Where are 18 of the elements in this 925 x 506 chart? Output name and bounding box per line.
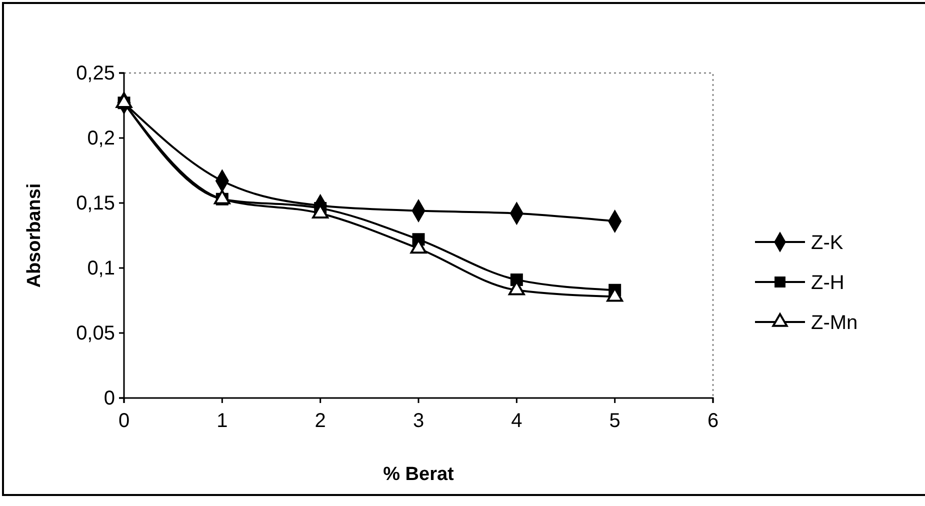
y-tick-label: 0 bbox=[104, 387, 115, 410]
x-tick-label: 4 bbox=[511, 410, 522, 432]
x-tick-label: 6 bbox=[707, 410, 719, 432]
y-tick-label: 0,05 bbox=[76, 322, 115, 344]
y-tick-label: 0,2 bbox=[87, 127, 115, 150]
legend-label: Z-K bbox=[811, 232, 844, 254]
y-tick-label: 0,1 bbox=[87, 257, 115, 280]
x-tick-label: 0 bbox=[118, 410, 130, 432]
x-tick-label: 5 bbox=[609, 410, 620, 432]
x-tick-label: 1 bbox=[216, 410, 228, 432]
y-axis-title: Absorbansi bbox=[24, 183, 45, 288]
x-axis-title: % Berat bbox=[383, 464, 455, 485]
legend-label: Z-H bbox=[811, 272, 844, 294]
legend-label: Z-Mn bbox=[811, 312, 858, 334]
y-tick-label: 0,15 bbox=[76, 192, 115, 214]
x-tick-label: 2 bbox=[314, 410, 326, 432]
x-tick-label: 3 bbox=[412, 410, 424, 432]
y-tick-label: 0,25 bbox=[76, 62, 115, 84]
